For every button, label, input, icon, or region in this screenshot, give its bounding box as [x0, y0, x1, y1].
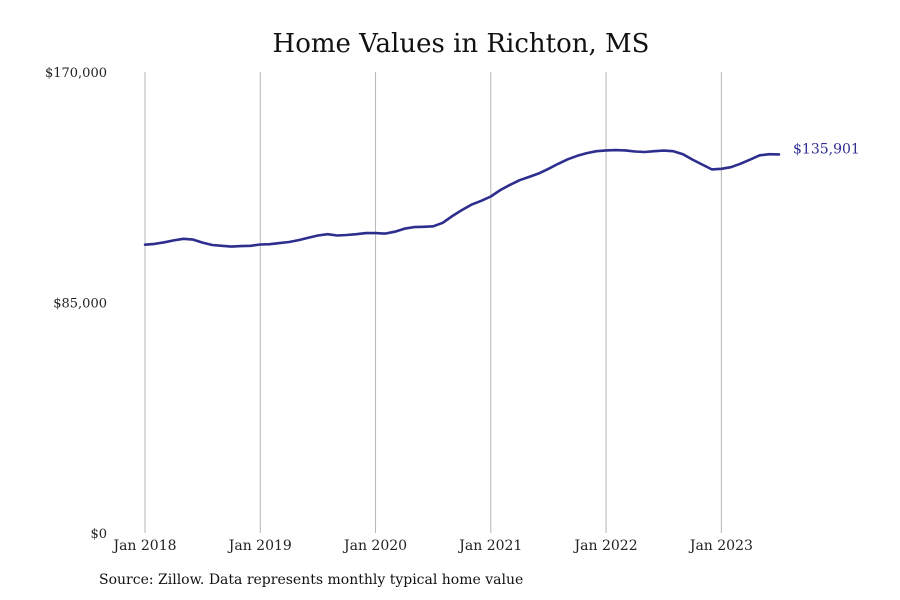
- x-axis-ticks: Jan 2018 Jan 2019 Jan 2020 Jan 2021 Jan 2022…: [111, 538, 752, 554]
- y-tick-label: $0: [90, 527, 107, 542]
- x-tick-label: Jan 2023: [688, 538, 753, 554]
- x-tick-label: Jan 2022: [573, 538, 638, 554]
- chart-title: Home Values in Richton, MS: [273, 29, 650, 59]
- line-chart: Home Values in Richton, MS $0 $85,000 $170…: [45, 29, 860, 554]
- series-line: [143, 148, 781, 248]
- x-tick-label: Jan 2018: [111, 538, 176, 554]
- series-layer: [143, 148, 781, 248]
- y-tick-label: $85,000: [53, 297, 107, 312]
- source-note: Source: Zillow. Data represents monthly …: [99, 572, 524, 588]
- gridlines: [144, 72, 722, 533]
- y-tick-label: $170,000: [45, 66, 107, 81]
- x-tick-label: Jan 2019: [227, 538, 292, 554]
- x-tick-label: Jan 2021: [457, 538, 522, 554]
- last-value-label: $135,901: [793, 141, 860, 157]
- x-tick-label: Jan 2020: [342, 538, 407, 554]
- y-axis-ticks: $0 $85,000 $170,000: [45, 66, 107, 542]
